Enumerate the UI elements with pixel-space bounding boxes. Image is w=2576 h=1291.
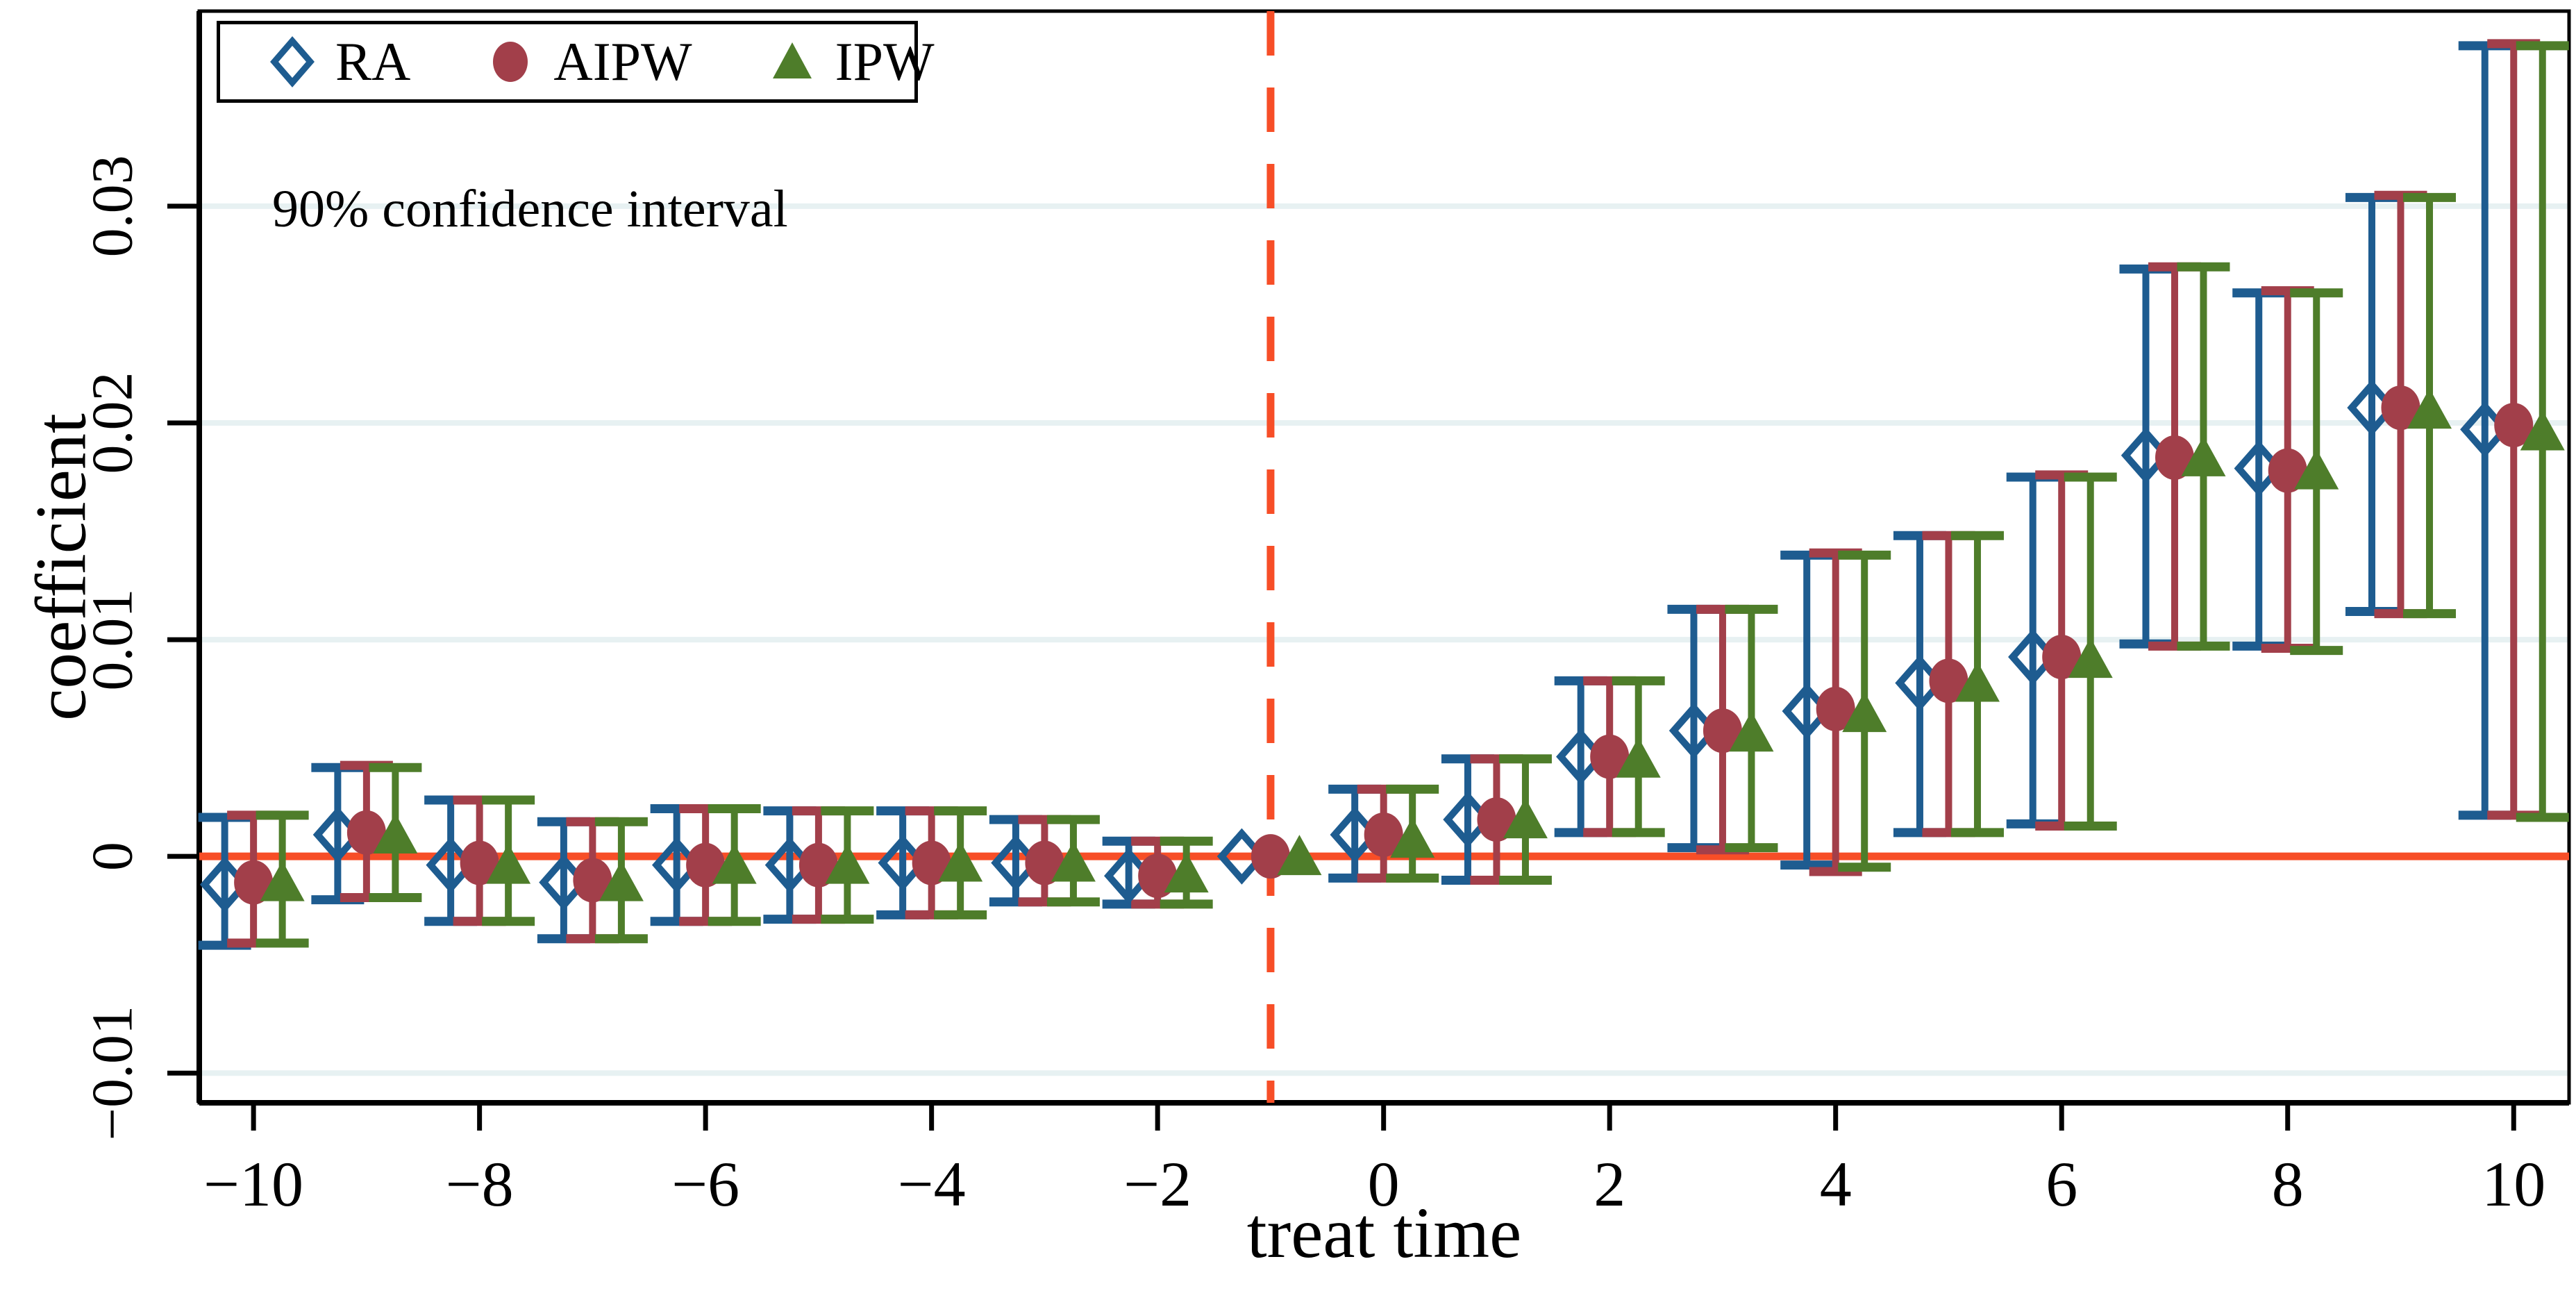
legend-item-ra: RA	[267, 35, 410, 89]
marker-aipw-t3	[1703, 708, 1742, 753]
marker-aipw-t8	[2268, 448, 2307, 493]
marker-aipw-t-5	[798, 842, 838, 888]
marker-ipw-t9	[2407, 388, 2452, 429]
marker-aipw-t0	[1364, 812, 1403, 857]
legend-item-aipw: AIPW	[485, 35, 692, 89]
aipw-circle-icon	[493, 42, 528, 82]
x-tick-label: −2	[1123, 1149, 1191, 1219]
legend-label-ra: RA	[335, 31, 411, 92]
marker-aipw-t4	[1816, 686, 1855, 731]
marker-ipw-t-4	[938, 841, 983, 882]
marker-ipw-t7	[2181, 435, 2226, 476]
marker-aipw-t-3	[1025, 840, 1064, 885]
marker-ipw-t-1	[1277, 835, 1322, 876]
marker-aipw-t6	[2042, 635, 2082, 680]
x-tick-label: 4	[1820, 1149, 1852, 1219]
marker-aipw-t-10	[234, 860, 274, 905]
marker-aipw-t-9	[346, 810, 386, 855]
x-tick-label: −8	[446, 1149, 514, 1219]
marker-ipw-t8	[2294, 449, 2339, 490]
marker-ipw-t-8	[486, 843, 531, 884]
legend-label-aipw: AIPW	[553, 31, 692, 92]
y-axis-title: coefficient	[21, 413, 101, 721]
marker-ipw-t3	[1729, 711, 1774, 752]
x-tick-label: 10	[2482, 1149, 2545, 1219]
marker-ipw-t6	[2068, 638, 2113, 678]
legend: RA AIPW IPW	[217, 21, 935, 103]
y-tick-label: 0.01	[80, 589, 144, 691]
marker-ipw-t4	[1842, 692, 1887, 733]
marker-aipw-t-1	[1251, 834, 1290, 879]
marker-ipw-t-10	[260, 860, 305, 901]
marker-aipw-t5	[1929, 658, 1968, 703]
marker-aipw-t9	[2381, 385, 2420, 431]
x-tick-label: −10	[203, 1149, 303, 1219]
marker-aipw-t7	[2155, 435, 2194, 480]
marker-aipw-t-7	[573, 858, 612, 903]
legend-item-ipw: IPW	[767, 35, 935, 89]
x-tick-label: 8	[2272, 1149, 2304, 1219]
marker-aipw-t10	[2494, 403, 2534, 448]
marker-ipw-t5	[1955, 661, 2000, 702]
x-tick-label: −6	[671, 1149, 739, 1219]
marker-aipw-t-4	[912, 840, 951, 885]
marker-aipw-t-8	[460, 840, 499, 885]
legend-label-ipw: IPW	[835, 31, 935, 92]
y-tick-label: 0	[80, 842, 144, 871]
confidence-note: 90% confidence interval	[272, 180, 788, 238]
marker-ipw-t0	[1390, 817, 1435, 858]
y-tick-label: 0.03	[80, 155, 144, 257]
x-axis-title: treat time	[1246, 1193, 1522, 1273]
ra-diamond-icon	[270, 36, 315, 88]
marker-ipw-t-5	[825, 843, 870, 884]
marker-ipw-t-3	[1051, 841, 1096, 882]
x-tick-label: 0	[1368, 1149, 1400, 1219]
ipw-triangle-icon	[772, 42, 812, 78]
x-tick-label: 6	[2046, 1149, 2077, 1219]
marker-ipw-t-7	[599, 860, 644, 901]
marker-ipw-t1	[1503, 798, 1548, 839]
marker-ipw-t2	[1616, 737, 1661, 778]
marker-ipw-t-6	[712, 843, 757, 884]
marker-aipw-t1	[1477, 797, 1516, 842]
marker-aipw-t-6	[686, 842, 726, 888]
y-tick-label: −0.01	[80, 1006, 144, 1140]
marker-ipw-t-2	[1164, 852, 1209, 893]
marker-aipw-t2	[1590, 734, 1630, 779]
marker-ipw-t-9	[373, 813, 418, 853]
y-tick-label: 0.02	[80, 372, 144, 474]
x-tick-label: −4	[898, 1149, 966, 1219]
marker-ipw-t10	[2520, 410, 2565, 451]
x-tick-label: 2	[1594, 1149, 1625, 1219]
